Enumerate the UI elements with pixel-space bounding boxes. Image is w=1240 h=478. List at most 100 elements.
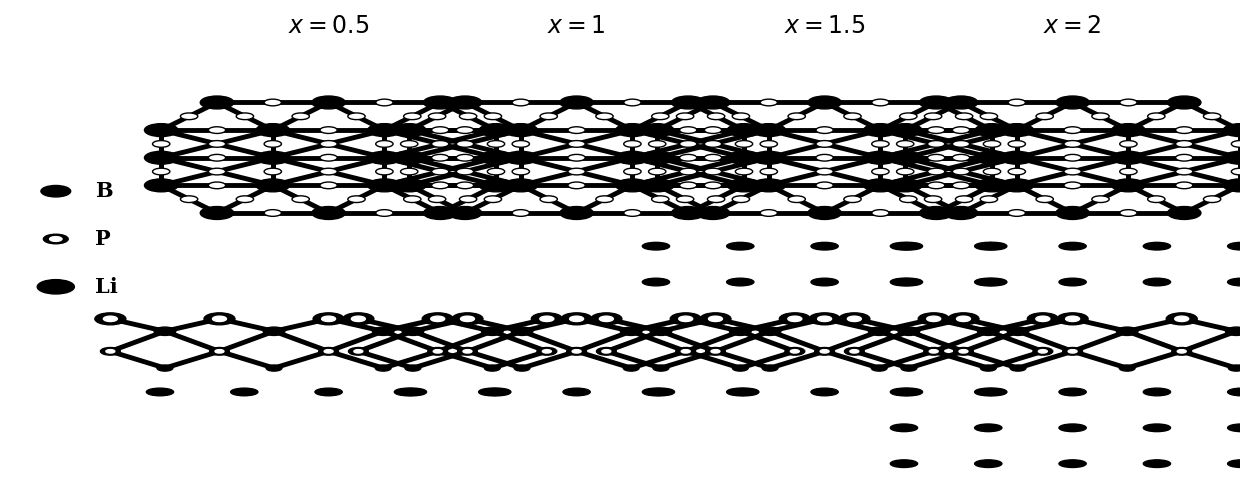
Circle shape — [1064, 141, 1081, 147]
Circle shape — [728, 152, 761, 164]
Circle shape — [312, 206, 345, 219]
Circle shape — [1203, 113, 1221, 120]
Circle shape — [459, 196, 476, 203]
Circle shape — [376, 365, 391, 371]
Circle shape — [872, 99, 889, 106]
Circle shape — [429, 113, 446, 120]
Circle shape — [541, 113, 558, 120]
Circle shape — [956, 316, 971, 322]
Circle shape — [926, 316, 941, 322]
Circle shape — [1120, 168, 1137, 175]
Circle shape — [872, 365, 887, 371]
Circle shape — [451, 313, 484, 325]
Circle shape — [711, 349, 720, 353]
Circle shape — [267, 365, 281, 371]
Circle shape — [456, 127, 474, 133]
Circle shape — [537, 348, 557, 355]
Circle shape — [649, 168, 666, 175]
Circle shape — [1223, 124, 1240, 137]
Circle shape — [898, 327, 920, 336]
Circle shape — [952, 154, 970, 161]
Circle shape — [676, 348, 696, 355]
Circle shape — [376, 168, 393, 175]
Circle shape — [1120, 141, 1137, 147]
Circle shape — [983, 168, 1001, 175]
Circle shape — [463, 349, 472, 353]
Circle shape — [153, 141, 170, 147]
Circle shape — [651, 113, 668, 120]
Circle shape — [41, 185, 71, 197]
Circle shape — [428, 348, 448, 355]
Ellipse shape — [980, 278, 1007, 286]
Circle shape — [949, 313, 980, 325]
Circle shape — [624, 365, 639, 371]
Circle shape — [601, 349, 611, 353]
Circle shape — [760, 99, 777, 106]
Circle shape — [707, 113, 724, 120]
Circle shape — [975, 152, 1009, 164]
Circle shape — [1223, 179, 1240, 192]
Circle shape — [959, 349, 968, 353]
Circle shape — [1120, 99, 1137, 106]
Circle shape — [403, 113, 422, 120]
Circle shape — [1064, 168, 1081, 175]
Circle shape — [808, 206, 841, 219]
Circle shape — [649, 154, 666, 161]
Circle shape — [1176, 168, 1193, 175]
Text: B: B — [95, 181, 113, 201]
Circle shape — [95, 313, 126, 325]
Ellipse shape — [890, 460, 918, 467]
Circle shape — [320, 154, 337, 161]
Circle shape — [487, 168, 505, 175]
Circle shape — [210, 348, 229, 355]
Circle shape — [144, 152, 179, 164]
Circle shape — [568, 154, 585, 161]
Ellipse shape — [727, 242, 754, 250]
Circle shape — [347, 113, 366, 120]
Circle shape — [897, 168, 914, 175]
Circle shape — [596, 196, 613, 203]
Circle shape — [401, 168, 418, 175]
Circle shape — [376, 99, 393, 106]
Circle shape — [154, 327, 176, 336]
Circle shape — [983, 154, 1001, 161]
Circle shape — [153, 168, 170, 175]
Circle shape — [1176, 127, 1193, 133]
Circle shape — [460, 316, 475, 322]
Ellipse shape — [1228, 388, 1240, 396]
Circle shape — [1008, 168, 1025, 175]
Circle shape — [1111, 124, 1146, 137]
Circle shape — [255, 179, 290, 192]
Circle shape — [928, 141, 945, 147]
Circle shape — [844, 348, 864, 355]
Circle shape — [863, 124, 898, 137]
Circle shape — [458, 348, 477, 355]
Circle shape — [680, 168, 697, 175]
Ellipse shape — [1059, 424, 1086, 432]
Circle shape — [591, 313, 622, 325]
Circle shape — [952, 182, 970, 189]
Circle shape — [1223, 152, 1240, 164]
Circle shape — [945, 96, 977, 109]
Circle shape — [928, 182, 945, 189]
Circle shape — [1027, 313, 1058, 325]
Circle shape — [929, 349, 939, 353]
Circle shape — [405, 365, 420, 371]
Ellipse shape — [479, 388, 506, 396]
Circle shape — [1166, 313, 1198, 325]
Circle shape — [1177, 349, 1187, 353]
Circle shape — [212, 316, 227, 322]
Circle shape — [1091, 113, 1110, 120]
Circle shape — [432, 182, 449, 189]
Circle shape — [701, 313, 732, 325]
Circle shape — [503, 124, 538, 137]
Circle shape — [641, 179, 675, 192]
Circle shape — [201, 206, 234, 219]
Circle shape — [952, 141, 970, 147]
Circle shape — [515, 365, 529, 371]
Circle shape — [816, 154, 833, 161]
Circle shape — [1064, 127, 1081, 133]
Circle shape — [343, 313, 374, 325]
Circle shape — [928, 154, 945, 161]
Ellipse shape — [1143, 242, 1171, 250]
